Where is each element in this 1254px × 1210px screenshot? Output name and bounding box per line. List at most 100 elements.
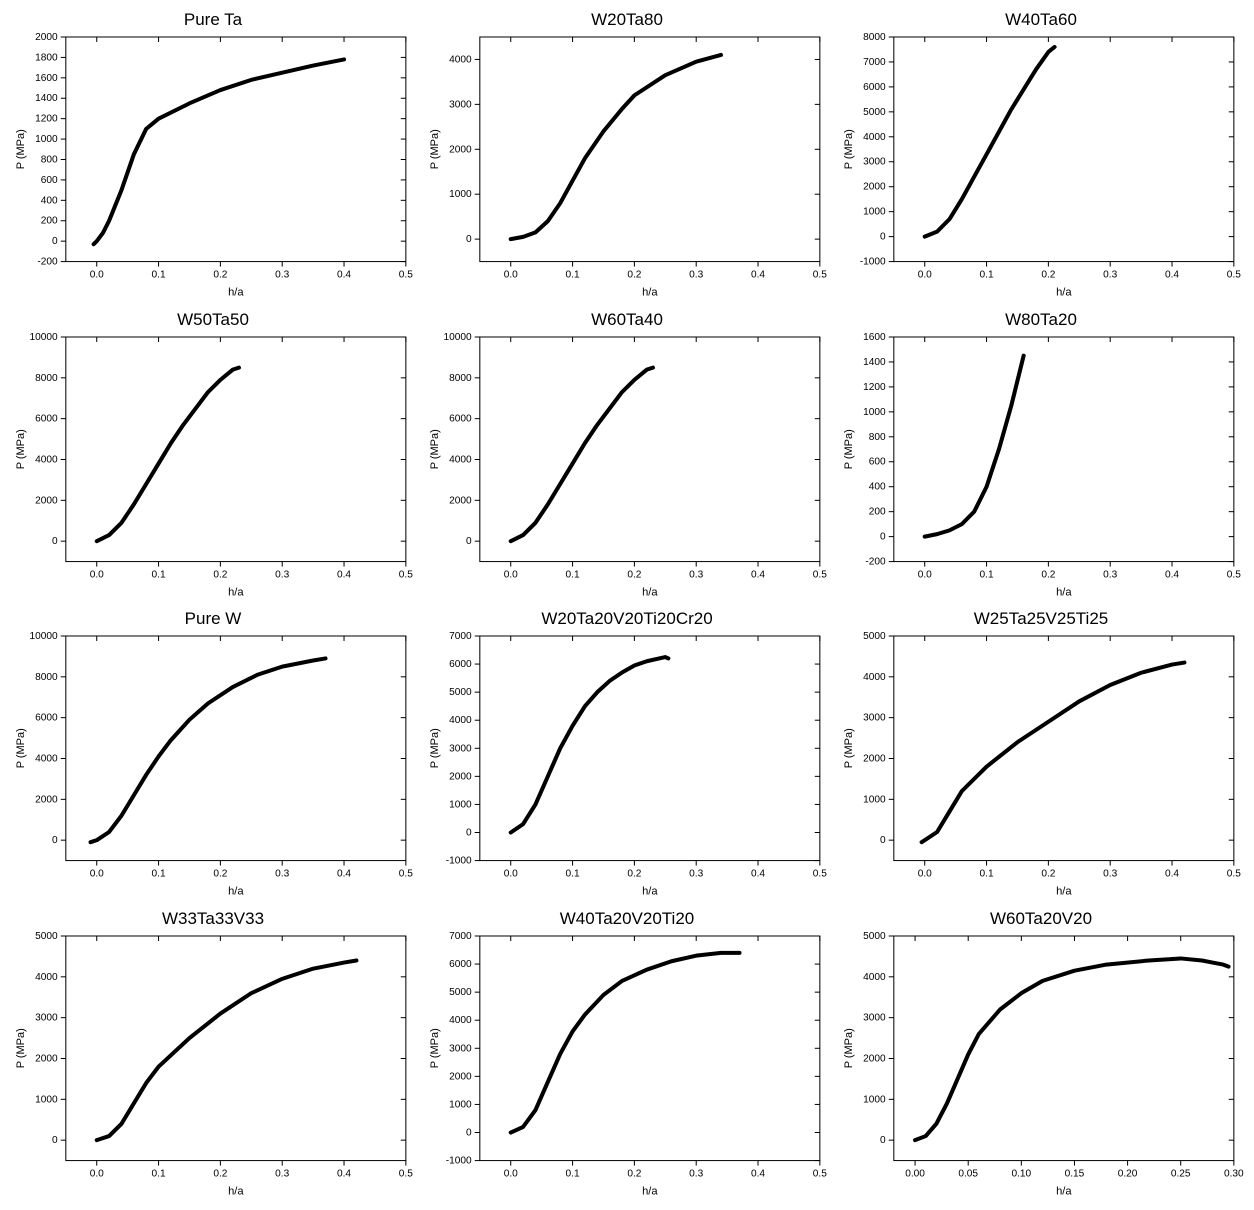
y-tick-label: 5000 [863,107,886,118]
y-tick-label: 4000 [449,715,472,726]
y-tick-label: 600 [41,175,58,186]
y-tick-label: 0 [880,531,886,542]
data-curve [511,367,653,541]
y-axis-label: P (MPa) [15,429,27,469]
x-tick-label: 0.2 [213,270,227,281]
y-tick-label: 6000 [449,659,472,670]
y-tick-label: 1400 [863,357,886,368]
x-tick-label: 0.5 [399,1168,413,1179]
panel-title: W20Ta20V20Ti20Cr20 [424,609,830,629]
chart-svg: 0.00.10.20.30.40.5-100001000200030004000… [838,32,1244,302]
x-tick-label: 0.0 [90,869,104,880]
panel-title: W40Ta20V20Ti20 [424,909,830,929]
x-tick-label: 0.30 [1224,1168,1244,1179]
panel-title: W50Ta50 [10,310,416,330]
y-tick-label: -1000 [446,1155,472,1166]
panel-title: Pure W [10,609,416,629]
y-tick-label: 4000 [863,672,886,683]
x-tick-label: 0.4 [751,270,765,281]
x-axis-label: h/a [642,586,658,598]
x-tick-label: 0.2 [1041,569,1055,580]
y-tick-label: 8000 [35,372,58,383]
y-tick-label: 2000 [449,771,472,782]
y-tick-label: 1200 [863,381,886,392]
y-tick-label: 4000 [35,454,58,465]
y-tick-label: 1000 [863,794,886,805]
y-tick-label: 3000 [35,1012,58,1023]
chart-panel: W33Ta33V330.00.10.20.30.40.5010002000300… [10,909,416,1201]
y-tick-label: 8000 [449,372,472,383]
x-tick-label: 0.1 [566,869,580,880]
x-tick-label: 0.4 [751,869,765,880]
x-tick-label: 0.3 [275,569,289,580]
x-tick-label: 0.1 [566,1168,580,1179]
chart-panel: W40Ta20V20Ti200.00.10.20.30.40.5-1000010… [424,909,830,1201]
y-tick-label: -200 [37,257,58,268]
data-curve [97,960,357,1140]
panel-title: W80Ta20 [838,310,1244,330]
chart-svg: 0.00.10.20.30.40.5010002000300040005000h… [10,931,416,1201]
y-tick-label: 2000 [35,32,58,43]
chart-panel: W25Ta25V25Ti250.00.10.20.30.40.501000200… [838,609,1244,901]
y-tick-label: 1000 [863,406,886,417]
y-tick-label: 3000 [449,1043,472,1054]
x-tick-label: 0.4 [337,270,351,281]
x-axis-label: h/a [228,287,244,299]
y-axis-label: P (MPa) [429,129,441,169]
y-tick-label: -200 [865,556,886,567]
x-tick-label: 0.3 [689,270,703,281]
chart-svg: 0.00.10.20.30.40.50200040006000800010000… [424,332,830,602]
x-tick-label: 0.5 [813,569,827,580]
x-tick-label: 0.5 [1227,869,1241,880]
y-tick-label: 6000 [35,413,58,424]
panel-title: Pure Ta [10,10,416,30]
plot-border [66,37,406,262]
x-tick-label: 0.3 [1103,869,1117,880]
x-tick-label: 0.2 [627,270,641,281]
y-tick-label: 1000 [863,207,886,218]
y-tick-label: 10000 [30,631,59,642]
data-curve [94,59,344,244]
y-axis-label: P (MPa) [843,1028,855,1068]
x-tick-label: 0.0 [918,569,932,580]
y-axis-label: P (MPa) [429,728,441,768]
data-curve [922,663,1185,843]
data-curve [511,55,721,239]
x-tick-label: 0.0 [918,270,932,281]
plot-border [894,636,1234,861]
data-curve [925,355,1024,536]
x-axis-label: h/a [228,886,244,898]
y-tick-label: 1600 [863,332,886,343]
y-tick-label: -1000 [446,856,472,867]
chart-svg: 0.00.10.20.30.40.5010002000300040005000h… [838,631,1244,901]
x-axis-label: h/a [642,1185,658,1197]
x-tick-label: 0.4 [1165,869,1179,880]
x-tick-label: 0.3 [689,1168,703,1179]
y-tick-label: 800 [869,431,886,442]
y-tick-label: 600 [869,456,886,467]
y-tick-label: 1600 [35,73,58,84]
x-axis-label: h/a [1056,287,1072,299]
x-tick-label: 0.5 [399,270,413,281]
plot-border [480,636,820,861]
y-tick-label: 400 [869,481,886,492]
y-tick-label: 3000 [863,157,886,168]
y-tick-label: 1400 [35,93,58,104]
x-tick-label: 0.3 [275,270,289,281]
y-tick-label: 3000 [449,99,472,110]
x-axis-label: h/a [1056,586,1072,598]
y-tick-label: 2000 [35,794,58,805]
y-tick-label: 4000 [863,132,886,143]
y-tick-label: 7000 [863,57,886,68]
x-tick-label: 0.1 [152,1168,166,1179]
y-tick-label: 0 [52,1135,58,1146]
plot-border [894,336,1234,561]
x-tick-label: 0.0 [90,270,104,281]
x-tick-label: 0.4 [1165,270,1179,281]
y-tick-label: 5000 [449,687,472,698]
y-tick-label: 10000 [444,332,473,343]
x-tick-label: 0.5 [1227,569,1241,580]
x-tick-label: 0.0 [504,270,518,281]
data-curve [925,47,1055,237]
y-axis-label: P (MPa) [429,1028,441,1068]
